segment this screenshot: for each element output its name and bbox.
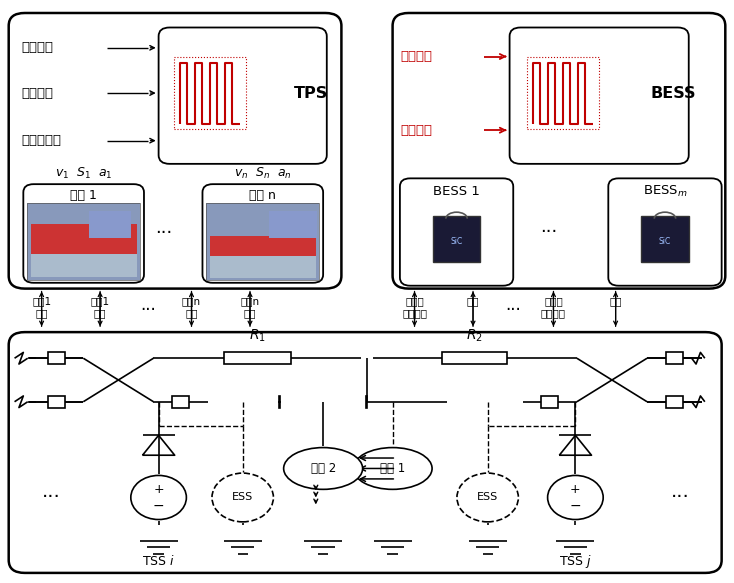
Bar	[666, 352, 683, 364]
Text: BESS: BESS	[651, 86, 697, 100]
Text: TSS $j$: TSS $j$	[559, 553, 592, 570]
Text: SiC: SiC	[451, 237, 462, 246]
Text: TSS $i$: TSS $i$	[142, 554, 175, 568]
Text: 列车n
功率: 列车n 功率	[182, 296, 201, 318]
Text: 能量管理: 能量管理	[400, 50, 432, 63]
Text: 列车1
功率: 列车1 功率	[32, 296, 51, 318]
Text: 列车 n: 列车 n	[250, 189, 276, 202]
Bar	[527, 57, 599, 129]
Bar	[279, 396, 280, 408]
Text: ···: ···	[139, 301, 156, 319]
Bar	[48, 396, 65, 408]
Circle shape	[457, 473, 518, 522]
Bar	[31, 224, 137, 256]
Text: ···: ···	[155, 224, 172, 243]
Text: BESS 1: BESS 1	[433, 185, 480, 198]
Bar	[269, 211, 317, 238]
Text: 功率: 功率	[467, 296, 479, 306]
Text: −: −	[570, 499, 581, 513]
Text: 功率: 功率	[609, 296, 622, 306]
Bar	[666, 396, 683, 408]
Text: 列车 1: 列车 1	[380, 462, 405, 475]
Text: 线路条件: 线路条件	[22, 41, 54, 54]
FancyBboxPatch shape	[23, 184, 144, 283]
FancyBboxPatch shape	[9, 332, 722, 573]
Text: 列车n
位置: 列车n 位置	[241, 296, 260, 318]
Text: ···: ···	[671, 488, 689, 507]
Circle shape	[212, 473, 273, 522]
Text: +: +	[153, 483, 164, 496]
Bar	[27, 203, 140, 280]
Text: SiC: SiC	[659, 237, 671, 246]
Text: ···: ···	[506, 301, 521, 319]
Bar	[224, 352, 291, 364]
Bar	[210, 255, 316, 278]
Bar	[541, 396, 559, 408]
Ellipse shape	[353, 448, 432, 489]
Bar	[206, 203, 319, 280]
Bar	[442, 352, 507, 364]
Ellipse shape	[283, 448, 363, 489]
Bar	[642, 216, 688, 262]
Text: +: +	[570, 483, 581, 496]
Text: 列车 2: 列车 2	[310, 462, 335, 475]
Text: 运行图信息: 运行图信息	[22, 134, 62, 147]
FancyBboxPatch shape	[608, 178, 722, 286]
Bar	[27, 203, 140, 280]
Text: ESS: ESS	[477, 493, 498, 503]
Bar	[210, 236, 316, 268]
FancyBboxPatch shape	[9, 13, 341, 289]
Text: 容量配置: 容量配置	[400, 124, 432, 136]
Text: $v_1$  $S_1$  $a_1$: $v_1$ $S_1$ $a_1$	[55, 166, 112, 181]
Circle shape	[548, 475, 603, 519]
Text: 位置、
控制参数: 位置、 控制参数	[402, 296, 427, 318]
Circle shape	[131, 475, 186, 519]
Text: 车辆参数: 车辆参数	[22, 86, 54, 100]
Text: 位置、
控制参数: 位置、 控制参数	[541, 296, 566, 318]
Text: ···: ···	[42, 488, 60, 507]
Text: 列车1
位置: 列车1 位置	[90, 296, 109, 318]
Bar	[31, 254, 137, 277]
Text: $v_n$  $S_n$  $a_n$: $v_n$ $S_n$ $a_n$	[234, 166, 291, 181]
Text: BESS$_m$: BESS$_m$	[642, 184, 687, 199]
FancyBboxPatch shape	[159, 27, 327, 164]
Text: TPS: TPS	[294, 86, 328, 100]
Text: ···: ···	[539, 223, 557, 241]
FancyBboxPatch shape	[400, 178, 513, 286]
FancyBboxPatch shape	[203, 184, 323, 283]
Bar	[89, 211, 131, 238]
Text: −: −	[153, 499, 164, 513]
Text: ESS: ESS	[232, 493, 253, 503]
Bar	[172, 396, 189, 408]
Text: $R_2$: $R_2$	[466, 328, 483, 345]
Text: 列车 1: 列车 1	[70, 189, 97, 202]
Bar	[48, 352, 65, 364]
Bar	[206, 203, 319, 280]
FancyBboxPatch shape	[393, 13, 725, 289]
Bar	[174, 57, 246, 129]
FancyBboxPatch shape	[509, 27, 688, 164]
Bar	[433, 216, 480, 262]
Text: $R_1$: $R_1$	[249, 328, 266, 345]
